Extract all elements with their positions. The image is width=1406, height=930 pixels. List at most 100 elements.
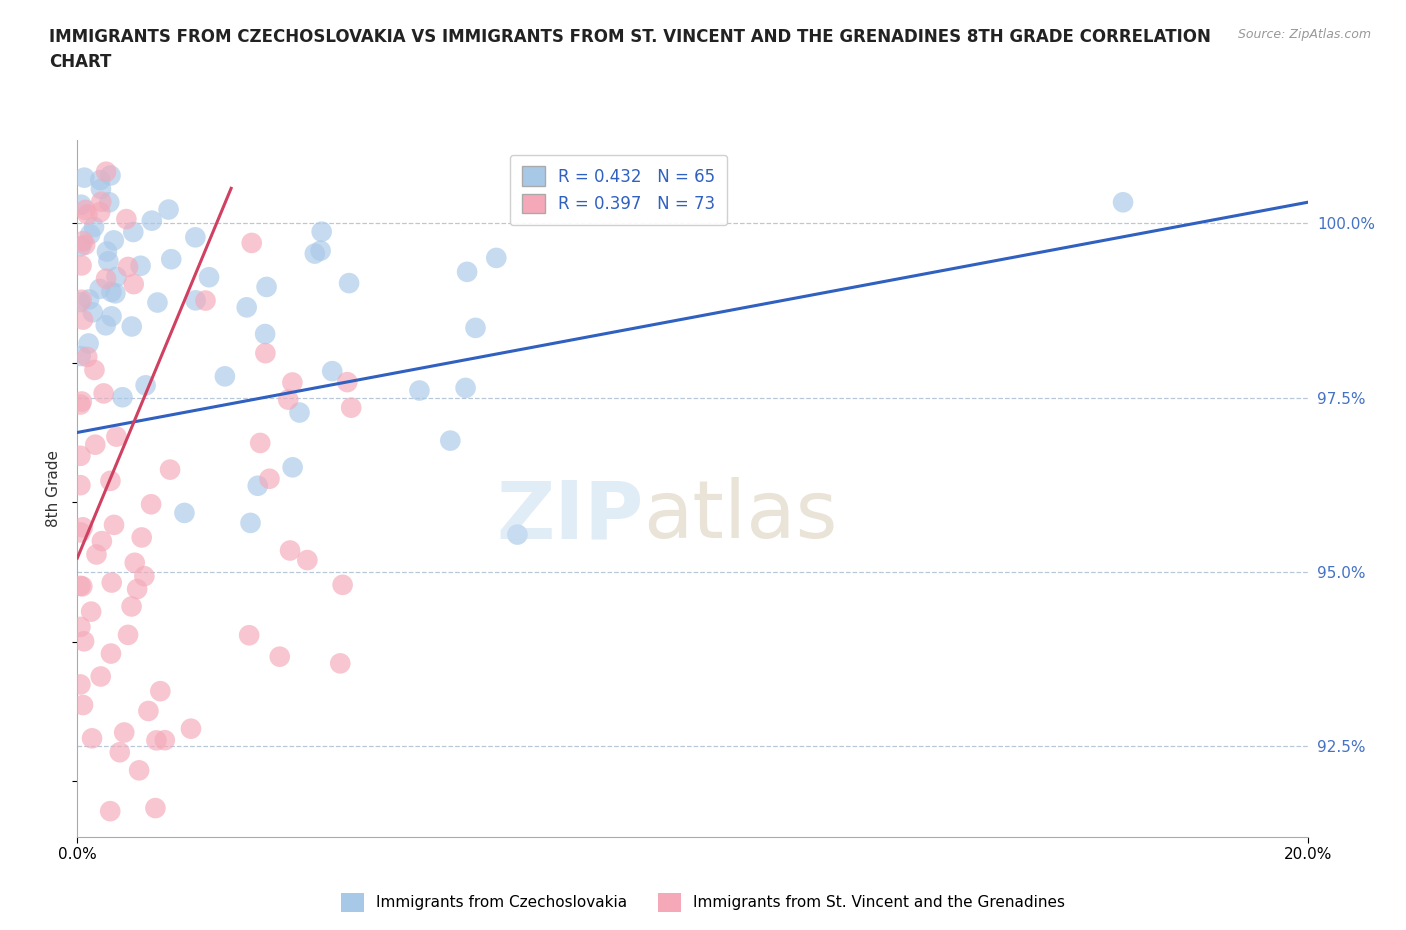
- Point: [90, 194, 112, 209]
- Point: [214, 369, 236, 384]
- Point: [485, 250, 508, 265]
- Point: [180, 722, 202, 737]
- Point: [1112, 195, 1135, 210]
- Point: [277, 392, 299, 407]
- Point: [69, 448, 91, 463]
- Point: [129, 259, 152, 273]
- Point: [72, 312, 94, 327]
- Point: [121, 599, 143, 614]
- Point: [103, 232, 125, 247]
- Point: [72, 578, 94, 593]
- Point: [84, 437, 107, 452]
- Point: [77, 336, 100, 351]
- Point: [198, 270, 221, 285]
- Text: IMMIGRANTS FROM CZECHOSLOVAKIA VS IMMIGRANTS FROM ST. VINCENT AND THE GRENADINES: IMMIGRANTS FROM CZECHOSLOVAKIA VS IMMIGR…: [49, 28, 1211, 71]
- Point: [96, 244, 118, 259]
- Point: [304, 246, 326, 261]
- Point: [184, 230, 207, 245]
- Point: [157, 202, 180, 217]
- Point: [321, 364, 343, 379]
- Point: [70, 258, 93, 272]
- Point: [249, 435, 271, 450]
- Point: [111, 390, 134, 405]
- Point: [69, 525, 91, 539]
- Point: [128, 763, 150, 777]
- Point: [259, 472, 281, 486]
- Point: [75, 237, 97, 252]
- Point: [149, 684, 172, 698]
- Point: [138, 703, 160, 718]
- Point: [100, 285, 122, 299]
- Point: [146, 295, 169, 310]
- Point: [278, 543, 301, 558]
- Point: [69, 578, 91, 593]
- Point: [122, 224, 145, 239]
- Point: [89, 173, 111, 188]
- Point: [94, 318, 117, 333]
- Point: [69, 397, 91, 412]
- Point: [100, 473, 122, 488]
- Point: [69, 478, 91, 493]
- Point: [454, 380, 477, 395]
- Point: [340, 400, 363, 415]
- Point: [240, 235, 263, 250]
- Point: [160, 252, 183, 267]
- Point: [108, 745, 131, 760]
- Point: [254, 326, 277, 341]
- Point: [122, 276, 145, 291]
- Point: [80, 731, 103, 746]
- Point: [329, 656, 352, 671]
- Point: [139, 497, 162, 512]
- Point: [135, 378, 157, 392]
- Point: [90, 669, 112, 684]
- Point: [93, 386, 115, 401]
- Point: [506, 527, 529, 542]
- Legend: Immigrants from Czechoslovakia, Immigrants from St. Vincent and the Grenadines: Immigrants from Czechoslovakia, Immigran…: [335, 887, 1071, 918]
- Point: [117, 259, 139, 274]
- Point: [115, 212, 138, 227]
- Point: [173, 506, 195, 521]
- Point: [153, 733, 176, 748]
- Point: [288, 405, 311, 420]
- Point: [83, 363, 105, 378]
- Point: [336, 375, 359, 390]
- Point: [309, 244, 332, 259]
- Point: [79, 227, 101, 242]
- Point: [94, 165, 117, 179]
- Point: [194, 293, 217, 308]
- Point: [72, 698, 94, 712]
- Point: [72, 233, 94, 248]
- Point: [105, 270, 128, 285]
- Point: [90, 534, 112, 549]
- Point: [89, 205, 111, 219]
- Point: [127, 581, 149, 596]
- Legend: R = 0.432   N = 65, R = 0.397   N = 73: R = 0.432 N = 65, R = 0.397 N = 73: [510, 154, 727, 225]
- Point: [256, 280, 278, 295]
- Point: [94, 272, 117, 286]
- Point: [75, 203, 97, 218]
- Point: [311, 224, 333, 239]
- Point: [121, 319, 143, 334]
- Point: [145, 801, 167, 816]
- Point: [100, 646, 122, 661]
- Y-axis label: 8th Grade: 8th Grade: [46, 450, 62, 526]
- Point: [77, 292, 100, 307]
- Point: [131, 530, 153, 545]
- Point: [70, 292, 93, 307]
- Point: [105, 429, 128, 444]
- Point: [124, 555, 146, 570]
- Point: [73, 170, 96, 185]
- Point: [134, 569, 156, 584]
- Point: [337, 275, 360, 290]
- Text: ZIP: ZIP: [496, 477, 644, 555]
- Point: [456, 264, 478, 279]
- Point: [100, 168, 122, 183]
- Point: [70, 394, 93, 409]
- Point: [332, 578, 354, 592]
- Point: [281, 459, 304, 474]
- Point: [145, 733, 167, 748]
- Point: [86, 547, 108, 562]
- Point: [70, 239, 93, 254]
- Point: [269, 649, 291, 664]
- Text: Source: ZipAtlas.com: Source: ZipAtlas.com: [1237, 28, 1371, 41]
